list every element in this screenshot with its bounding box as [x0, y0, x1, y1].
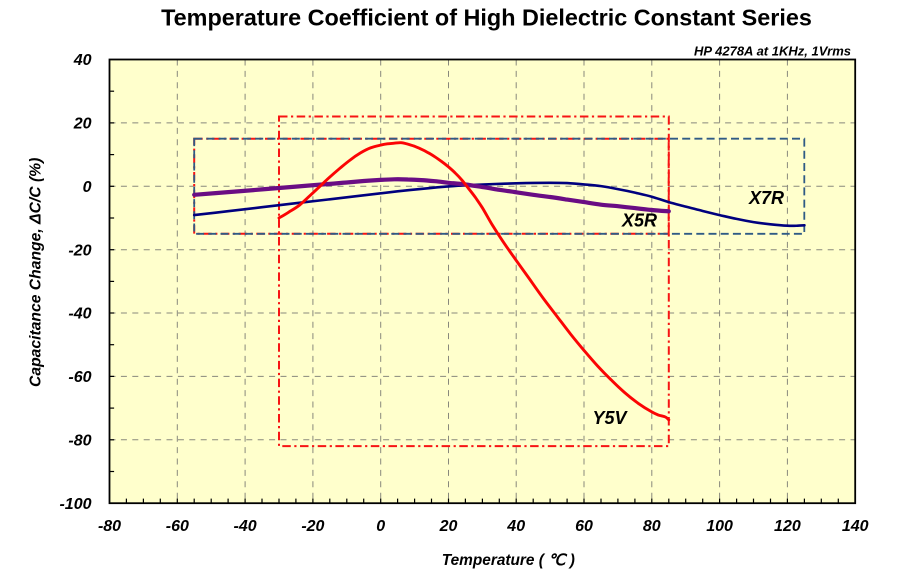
svg-text:Y5V: Y5V [593, 408, 629, 428]
svg-text:-40: -40 [68, 306, 91, 323]
svg-text:-20: -20 [68, 242, 91, 259]
svg-text:140: 140 [842, 518, 869, 535]
svg-text:40: 40 [73, 52, 92, 69]
svg-text:X7R: X7R [748, 188, 784, 208]
svg-text:Temperature Coefficient of Hig: Temperature Coefficient of High Dielectr… [161, 4, 812, 30]
svg-text:120: 120 [774, 518, 801, 535]
svg-text:0: 0 [376, 518, 385, 535]
svg-text:-60: -60 [68, 369, 91, 386]
svg-text:0: 0 [83, 179, 92, 196]
svg-text:-20: -20 [301, 518, 324, 535]
svg-text:20: 20 [73, 116, 92, 133]
svg-text:Temperature ( ℃ ): Temperature ( ℃ ) [442, 552, 575, 569]
svg-text:-80: -80 [98, 518, 121, 535]
svg-text:-80: -80 [68, 432, 91, 449]
svg-text:-40: -40 [234, 518, 257, 535]
svg-text:HP 4278A at 1KHz, 1Vrms: HP 4278A at 1KHz, 1Vrms [694, 43, 851, 58]
svg-text:20: 20 [439, 518, 458, 535]
svg-text:Capacitance Change, ΔC/C (%): Capacitance Change, ΔC/C (%) [27, 158, 44, 387]
svg-text:100: 100 [706, 518, 733, 535]
svg-text:-100: -100 [59, 496, 91, 513]
svg-text:X5R: X5R [621, 211, 657, 231]
svg-text:-60: -60 [166, 518, 189, 535]
svg-text:80: 80 [643, 518, 661, 535]
svg-text:60: 60 [575, 518, 593, 535]
svg-text:40: 40 [506, 518, 525, 535]
